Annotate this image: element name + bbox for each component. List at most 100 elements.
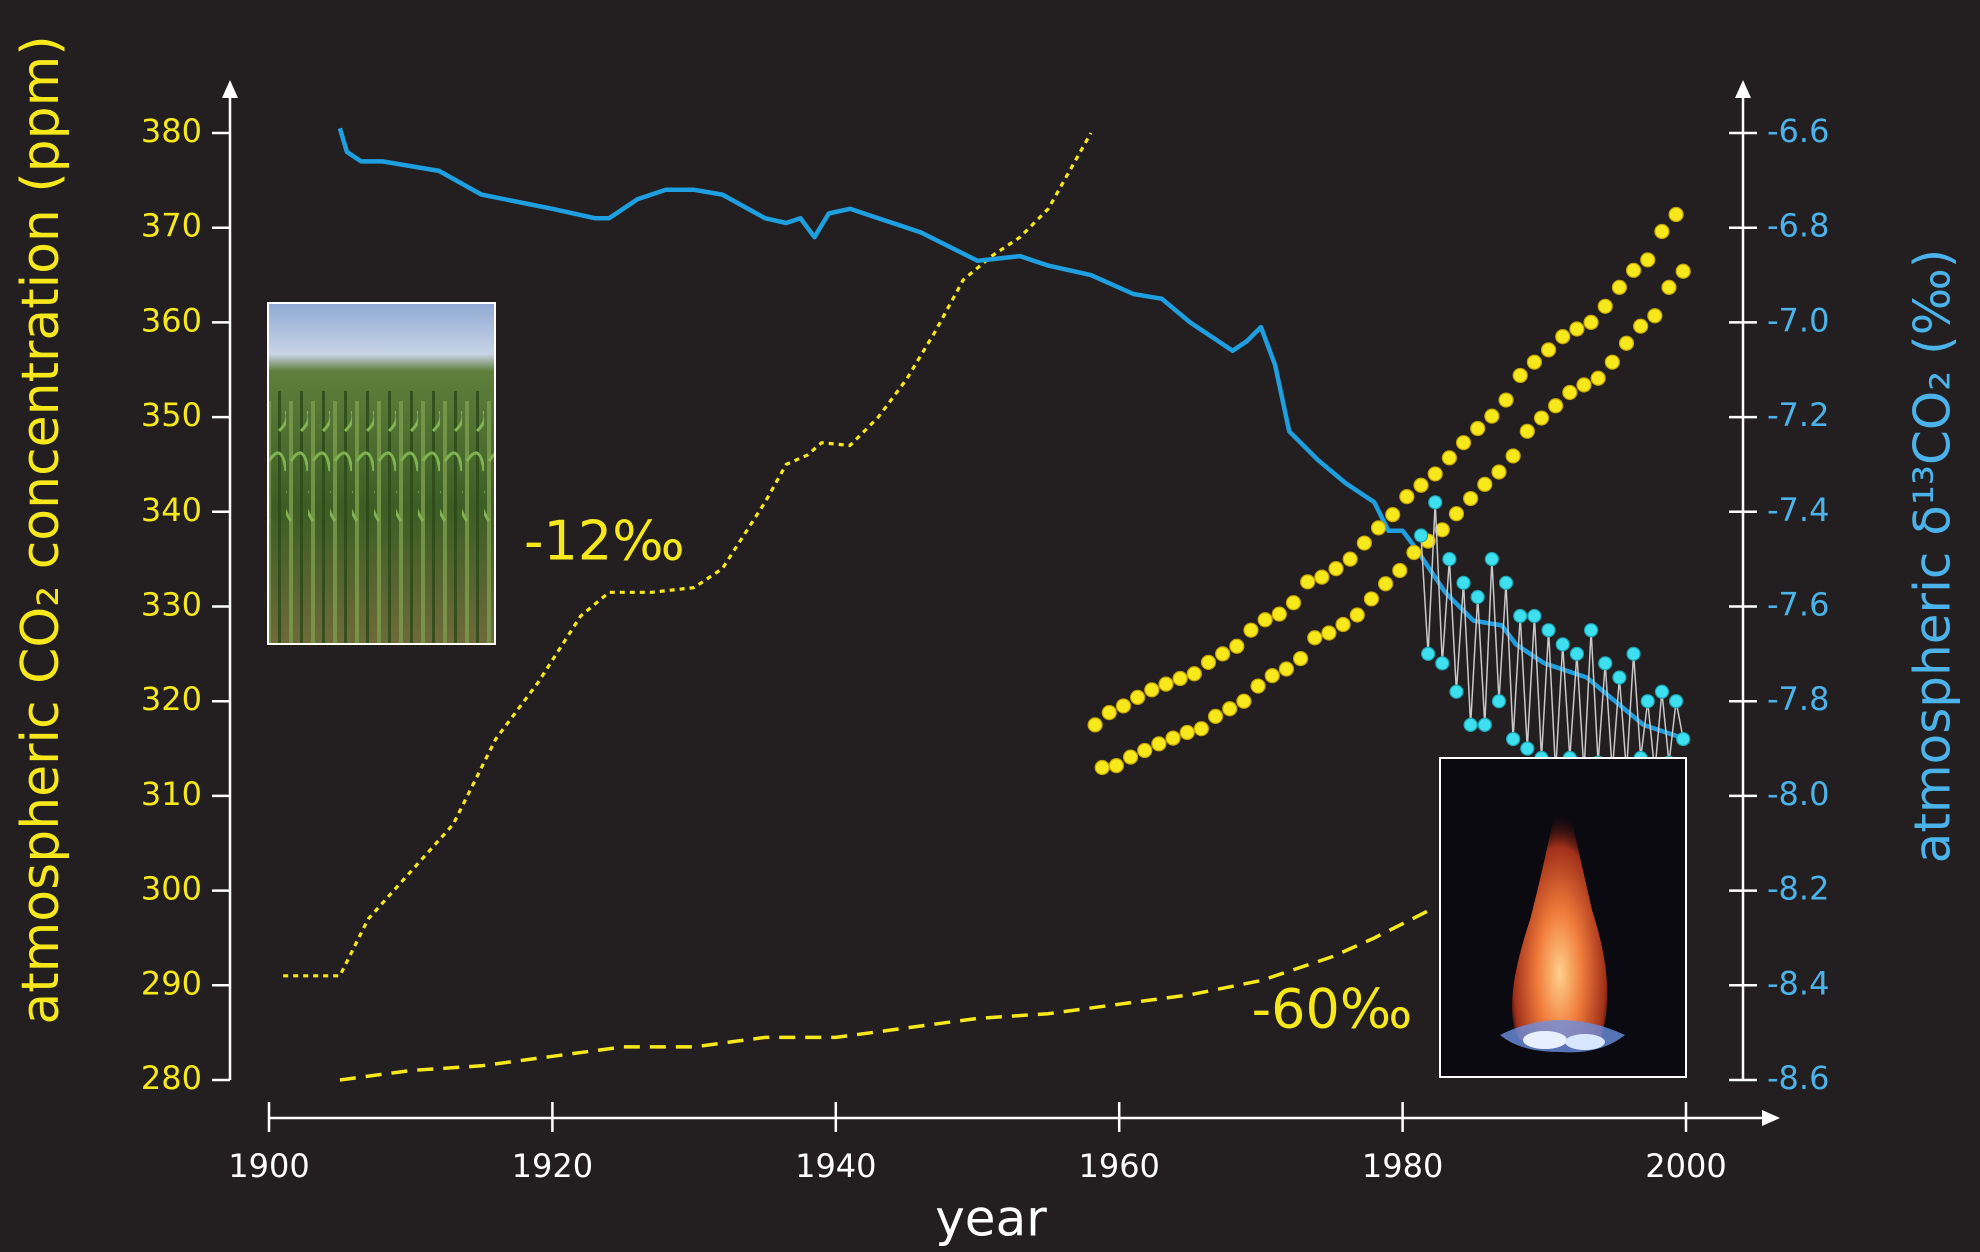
data-point xyxy=(1187,667,1201,681)
y-axis-title: atmospheric CO₂ concentration (ppm) xyxy=(11,35,71,1024)
data-point xyxy=(1669,207,1683,221)
y-tick-label: 350 xyxy=(141,396,202,434)
data-point xyxy=(1322,626,1336,640)
data-point xyxy=(1485,409,1499,423)
y2-tick-label: -8.6 xyxy=(1767,1059,1829,1097)
data-point xyxy=(1357,536,1371,550)
y-tick-label: 290 xyxy=(141,964,202,1002)
y-tick-label: 380 xyxy=(141,112,202,150)
data-point xyxy=(1223,702,1237,716)
y2-tick-label: -7.6 xyxy=(1767,586,1829,624)
data-point xyxy=(1514,609,1527,622)
data-point xyxy=(1563,385,1577,399)
data-point xyxy=(1648,309,1662,323)
data-point xyxy=(1528,609,1541,622)
data-point xyxy=(1534,411,1548,425)
data-point xyxy=(1577,378,1591,392)
data-point xyxy=(1145,683,1159,697)
data-point xyxy=(1464,492,1478,506)
data-point xyxy=(1450,685,1463,698)
y2-tick-label: -7.8 xyxy=(1767,680,1829,718)
data-point xyxy=(1329,562,1343,576)
series-stem xyxy=(1421,502,1683,772)
data-point xyxy=(1407,546,1421,560)
data-point xyxy=(1471,421,1485,435)
y2-tick-label: -6.8 xyxy=(1767,207,1829,245)
data-point xyxy=(1542,343,1556,357)
data-point xyxy=(1478,718,1491,731)
x-axis-title: year xyxy=(935,1190,1047,1248)
data-point xyxy=(1336,617,1350,631)
data-point xyxy=(1449,507,1463,521)
data-point xyxy=(1180,725,1194,739)
data-point xyxy=(1230,639,1244,653)
data-point xyxy=(1088,718,1102,732)
annotation: -12‰ xyxy=(524,510,685,573)
data-point xyxy=(1279,662,1293,676)
data-point xyxy=(1542,624,1555,637)
data-point xyxy=(1116,699,1130,713)
data-point xyxy=(1599,657,1612,670)
data-point xyxy=(1634,319,1648,333)
data-point xyxy=(1556,330,1570,344)
data-point xyxy=(1364,592,1378,606)
data-point xyxy=(1294,652,1308,666)
data-point xyxy=(1506,449,1520,463)
arrow xyxy=(1762,1110,1780,1126)
data-point xyxy=(1201,655,1215,669)
data-point xyxy=(1492,465,1506,479)
data-point xyxy=(1443,553,1456,566)
x-tick-label: 1960 xyxy=(1078,1147,1159,1185)
data-point xyxy=(1584,315,1598,329)
data-point xyxy=(1478,477,1492,491)
data-point xyxy=(1173,671,1187,685)
data-point xyxy=(1166,731,1180,745)
annotation: -60‰ xyxy=(1252,978,1413,1041)
data-point xyxy=(1350,608,1364,622)
data-point xyxy=(1386,508,1400,522)
data-point xyxy=(1194,722,1208,736)
data-point xyxy=(1591,371,1605,385)
data-point xyxy=(1457,576,1470,589)
data-point xyxy=(1422,647,1435,660)
data-point xyxy=(1492,695,1505,708)
data-point xyxy=(1655,685,1668,698)
x-tick-label: 1980 xyxy=(1362,1147,1443,1185)
data-point xyxy=(1507,733,1520,746)
data-point xyxy=(1676,264,1690,278)
data-point xyxy=(1095,760,1109,774)
data-point xyxy=(1598,299,1612,313)
y2-tick-label: -7.4 xyxy=(1767,491,1829,529)
y2-tick-label: -7.0 xyxy=(1767,301,1829,339)
data-point xyxy=(1520,424,1534,438)
data-point xyxy=(1343,552,1357,566)
arrow xyxy=(222,80,238,98)
data-point xyxy=(1442,451,1456,465)
data-point xyxy=(1670,695,1683,708)
y2-tick-label: -8.2 xyxy=(1767,870,1829,908)
data-point xyxy=(1301,575,1315,589)
data-point xyxy=(1605,355,1619,369)
data-point xyxy=(1521,742,1534,755)
y-tick-label: 280 xyxy=(141,1059,202,1097)
data-point xyxy=(1393,564,1407,578)
data-point xyxy=(1549,399,1563,413)
y2-tick-label: -6.6 xyxy=(1767,112,1829,150)
data-point xyxy=(1436,657,1449,670)
data-point xyxy=(1677,733,1690,746)
data-point xyxy=(1570,322,1584,336)
data-point xyxy=(1499,393,1513,407)
data-point xyxy=(1258,613,1272,627)
chart: atmospheric CO₂ concentration (ppm) atmo… xyxy=(0,0,1980,1252)
data-point xyxy=(1237,694,1251,708)
data-point xyxy=(1428,467,1442,481)
data-point xyxy=(1159,677,1173,691)
data-point xyxy=(1152,737,1166,751)
data-point xyxy=(1272,607,1286,621)
data-point xyxy=(1379,577,1393,591)
y2-axis-title: atmospheric δ¹³CO₂ (‰) xyxy=(1904,249,1962,864)
data-point xyxy=(1124,750,1138,764)
photos xyxy=(268,303,1686,1077)
data-point xyxy=(1619,336,1633,350)
data-point xyxy=(1131,690,1145,704)
